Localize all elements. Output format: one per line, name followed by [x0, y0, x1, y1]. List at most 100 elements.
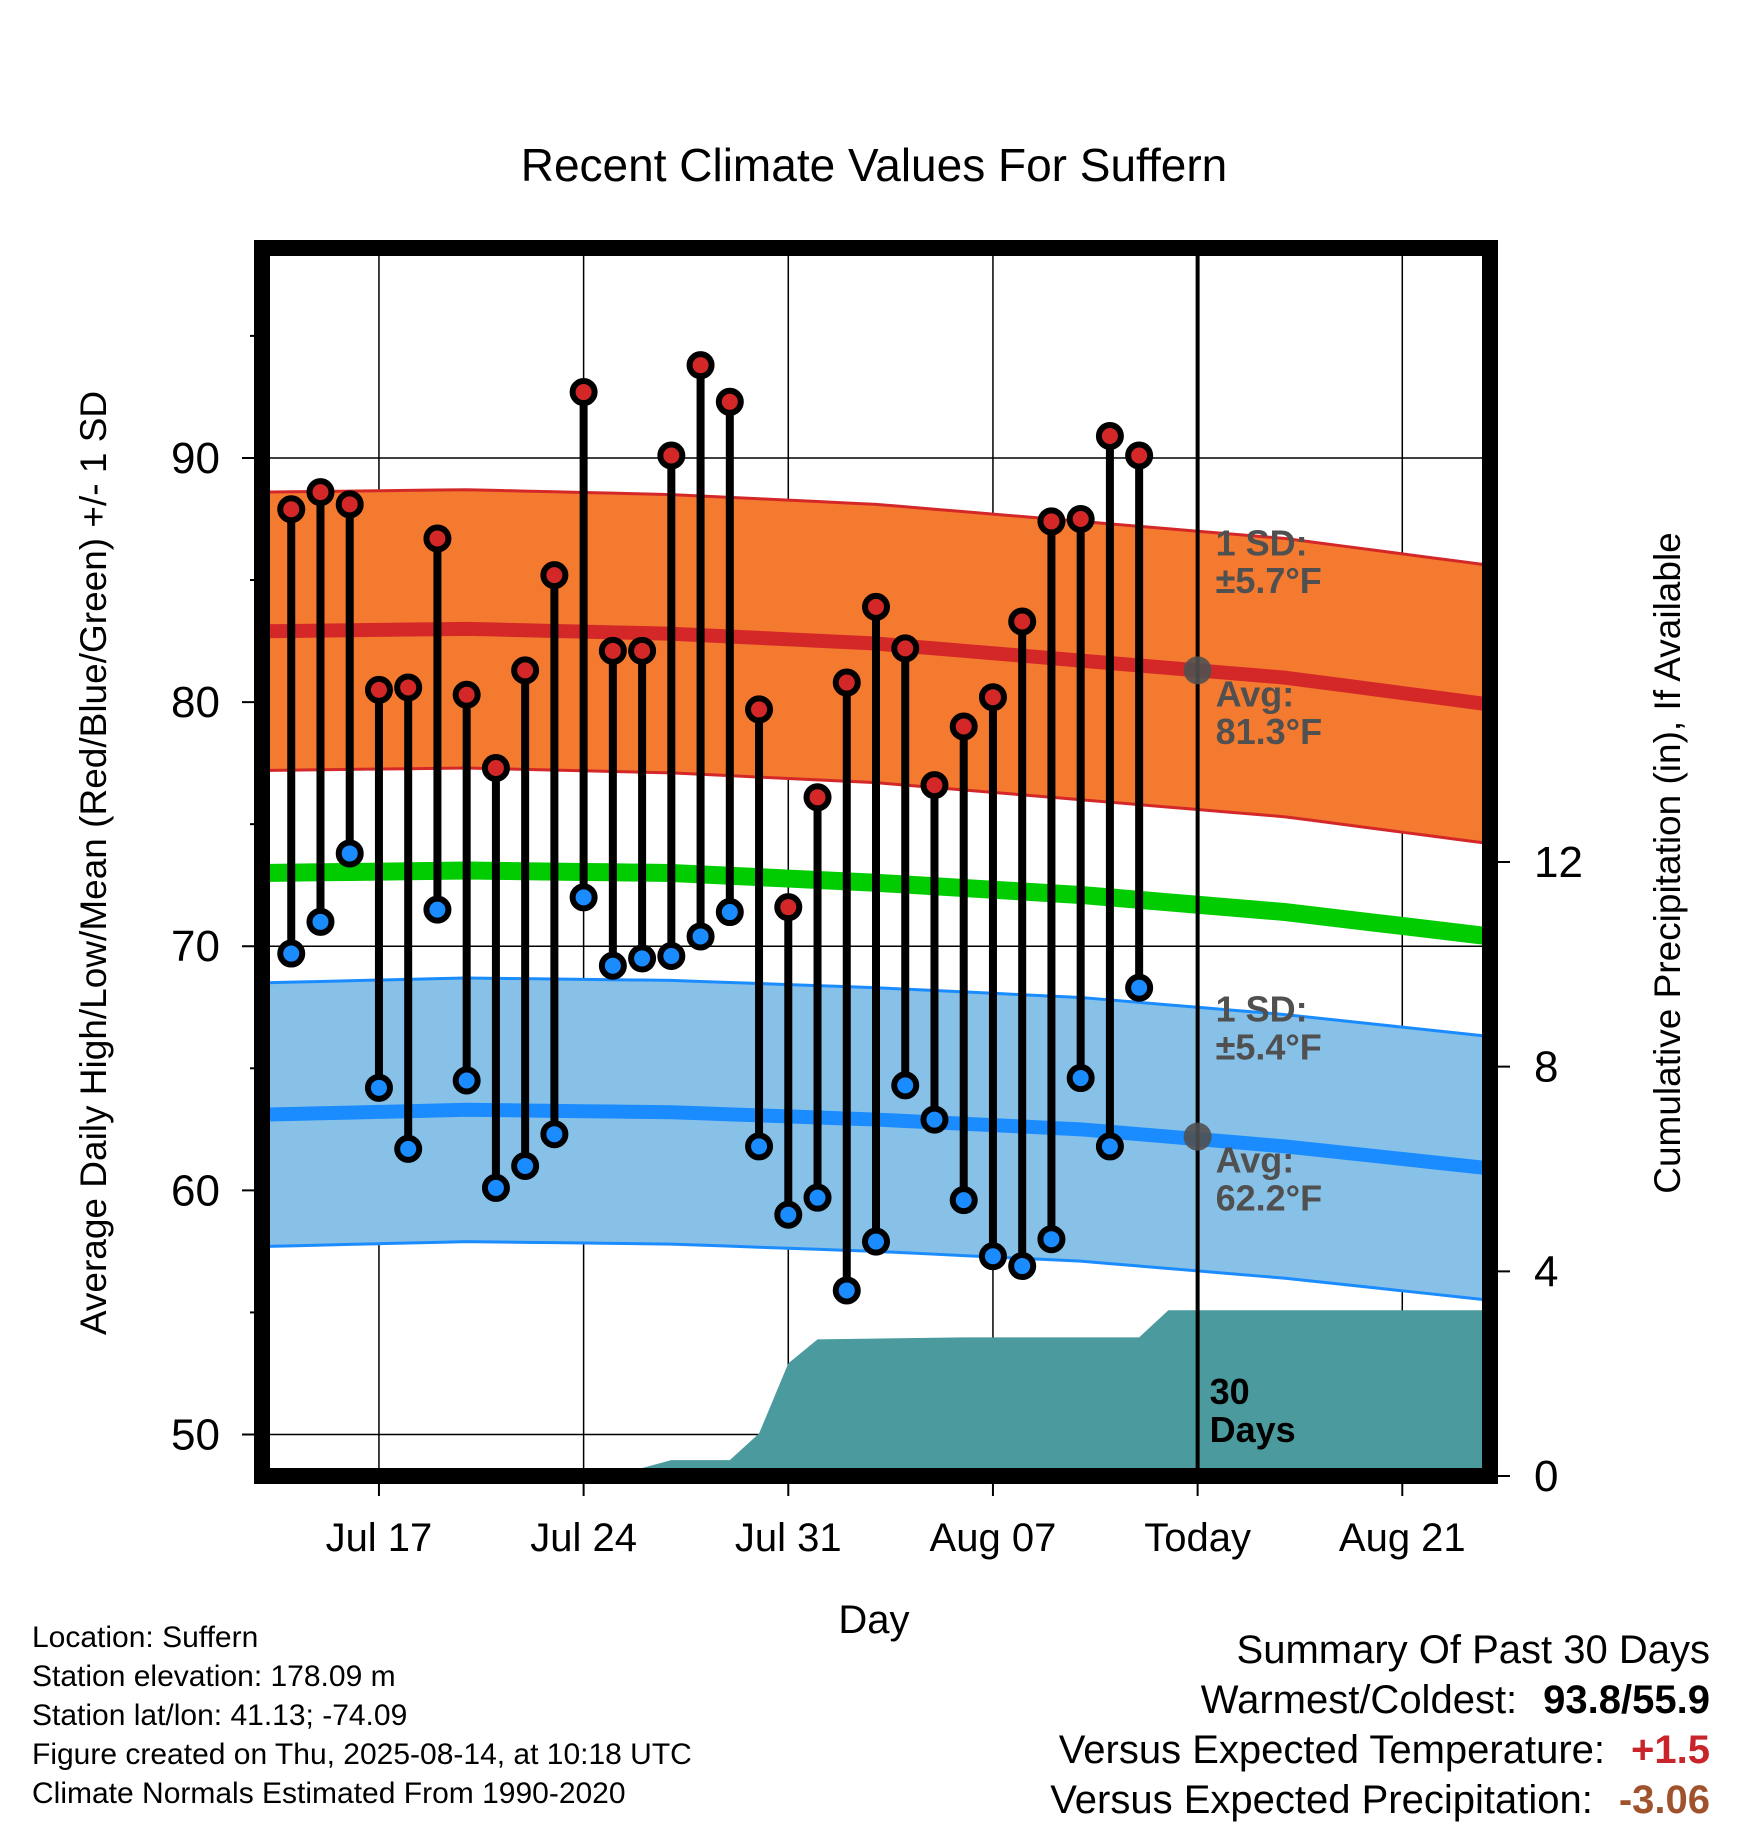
period-label-line: Days [1210, 1409, 1296, 1450]
high-avg-label-line: Avg: [1216, 673, 1295, 714]
cumulative-precip-area [612, 1310, 1490, 1476]
daily-high-point [306, 478, 335, 507]
daily-low-point [1037, 1225, 1066, 1254]
daily-high-point [1125, 441, 1154, 470]
summary-title: Summary Of Past 30 Days [1236, 1628, 1710, 1672]
daily-high-point [862, 592, 890, 621]
daily-high-point [569, 378, 598, 407]
low-avg-label: Avg: 62.2°F [1216, 1140, 1322, 1219]
y-tick-label: 80 [171, 678, 220, 727]
daily-low-point [657, 941, 686, 970]
axes: 50 60 70 80 90 0 4 8 12 Jul 17 Jul 24 Jul 31 Aug 07 T… [171, 334, 1583, 1560]
x-tick-label: Jul 24 [530, 1516, 637, 1560]
daily-high-point [978, 683, 1007, 712]
daily-high-point [891, 634, 920, 663]
high-sd-label-line: 1 SD: [1216, 522, 1308, 563]
chart-title: Recent Climate Values For Suffern [521, 139, 1228, 191]
warmest-coldest-value: 93.8/55.9 [1543, 1678, 1710, 1722]
daily-high-point [335, 490, 364, 519]
daily-low-point [978, 1242, 1007, 1271]
precip-departure-label: Versus Expected Precipitation: [1050, 1778, 1593, 1822]
precip-departure-value: -3.06 [1618, 1778, 1710, 1822]
high-avg-label-line: 81.3°F [1216, 711, 1322, 752]
daily-high-point [277, 495, 306, 524]
daily-high-point [423, 524, 452, 553]
daily-high-point [1095, 421, 1124, 450]
daily-low-point [335, 839, 364, 868]
precip-layer [612, 1310, 1490, 1476]
summary-panel: Summary Of Past 30 Days Warmest/Coldest:… [1050, 1625, 1710, 1825]
daily-high-point [774, 893, 803, 922]
y-tick-label: 70 [171, 922, 220, 971]
daily-high-point [803, 783, 832, 812]
station-info: Location: Suffern Station elevation: 178… [32, 1618, 692, 1813]
y-tick-label: 50 [171, 1410, 220, 1459]
daily-low-point [394, 1134, 423, 1163]
daily-low-point [423, 895, 452, 924]
daily-low-point [364, 1073, 393, 1102]
elevation-text: Station elevation: 178.09 m [32, 1660, 396, 1693]
daily-high-point [598, 636, 627, 665]
period-label: 30 Days [1210, 1371, 1296, 1450]
summary-warmest-row: Warmest/Coldest: 93.8/55.9 [1050, 1675, 1710, 1725]
daily-high-point [1037, 507, 1066, 536]
x-axis-label: Day [838, 1598, 909, 1642]
y2-tick-label: 4 [1534, 1247, 1558, 1296]
daily-low-point [891, 1071, 920, 1100]
daily-low-point [277, 939, 306, 968]
daily-high-point [1008, 607, 1037, 636]
low-avg-label-line: 62.2°F [1216, 1177, 1322, 1218]
daily-low-point [306, 907, 335, 936]
daily-low-point [1066, 1064, 1095, 1093]
latlon-text: Station lat/lon: 41.13; -74.09 [32, 1699, 408, 1732]
daily-high-point [481, 754, 510, 783]
daily-low-point [774, 1200, 803, 1229]
daily-high-point [686, 351, 715, 380]
created-text: Figure created on Thu, 2025-08-14, at 10… [32, 1738, 692, 1771]
daily-high-point [715, 387, 744, 416]
warmest-coldest-label: Warmest/Coldest: [1200, 1678, 1518, 1722]
high-sd-label: 1 SD: ±5.7°F [1216, 522, 1322, 601]
y2-tick-label: 0 [1534, 1452, 1558, 1501]
daily-high-point [1066, 504, 1095, 533]
daily-low-point [745, 1132, 774, 1161]
low-sd-label: 1 SD: ±5.4°F [1216, 989, 1322, 1068]
low-sd-label-line: 1 SD: [1216, 989, 1308, 1030]
daily-low-point [598, 951, 627, 980]
daily-high-point [628, 636, 657, 665]
x-tick-label: Jul 17 [326, 1516, 433, 1560]
daily-low-point [920, 1105, 949, 1134]
daily-low-point [569, 883, 598, 912]
summary-temp-row: Versus Expected Temperature: +1.5 [1050, 1725, 1710, 1775]
x-tick-label: Aug 07 [930, 1516, 1057, 1560]
y-tick-label: 60 [171, 1166, 220, 1215]
daily-high-point [745, 695, 774, 724]
daily-high-point [949, 712, 978, 741]
normal-high-sd-edge-upper [262, 488, 1490, 567]
y2-axis-label: Cumulative Precipitation (in), If Availa… [1647, 532, 1688, 1194]
daily-high-point [364, 675, 393, 704]
daily-high-point [452, 680, 481, 709]
daily-low-point [686, 922, 715, 951]
high-avg-label: Avg: 81.3°F [1216, 673, 1322, 752]
daily-low-point [862, 1227, 890, 1256]
today-high-normal-marker [1183, 656, 1212, 685]
daily-low-point [803, 1183, 832, 1212]
observations [277, 351, 1154, 1305]
summary-precip-row: Versus Expected Precipitation: -3.06 [1050, 1775, 1710, 1825]
daily-high-point [394, 673, 423, 702]
daily-low-point [1095, 1132, 1124, 1161]
x-tick-label: Today [1144, 1516, 1251, 1560]
daily-low-point [1125, 973, 1154, 1002]
low-avg-label-line: Avg: [1216, 1140, 1295, 1181]
y-tick-label: 90 [171, 434, 220, 483]
y2-tick-label: 8 [1534, 1043, 1558, 1092]
daily-low-point [452, 1066, 481, 1095]
x-tick-label: Jul 31 [735, 1516, 842, 1560]
today-low-normal-marker [1183, 1122, 1212, 1151]
daily-high-point [657, 441, 686, 470]
temp-departure-value: +1.5 [1631, 1728, 1710, 1772]
daily-low-point [1008, 1252, 1037, 1281]
x-tick-label: Aug 21 [1339, 1516, 1466, 1560]
daily-low-point [511, 1151, 540, 1180]
